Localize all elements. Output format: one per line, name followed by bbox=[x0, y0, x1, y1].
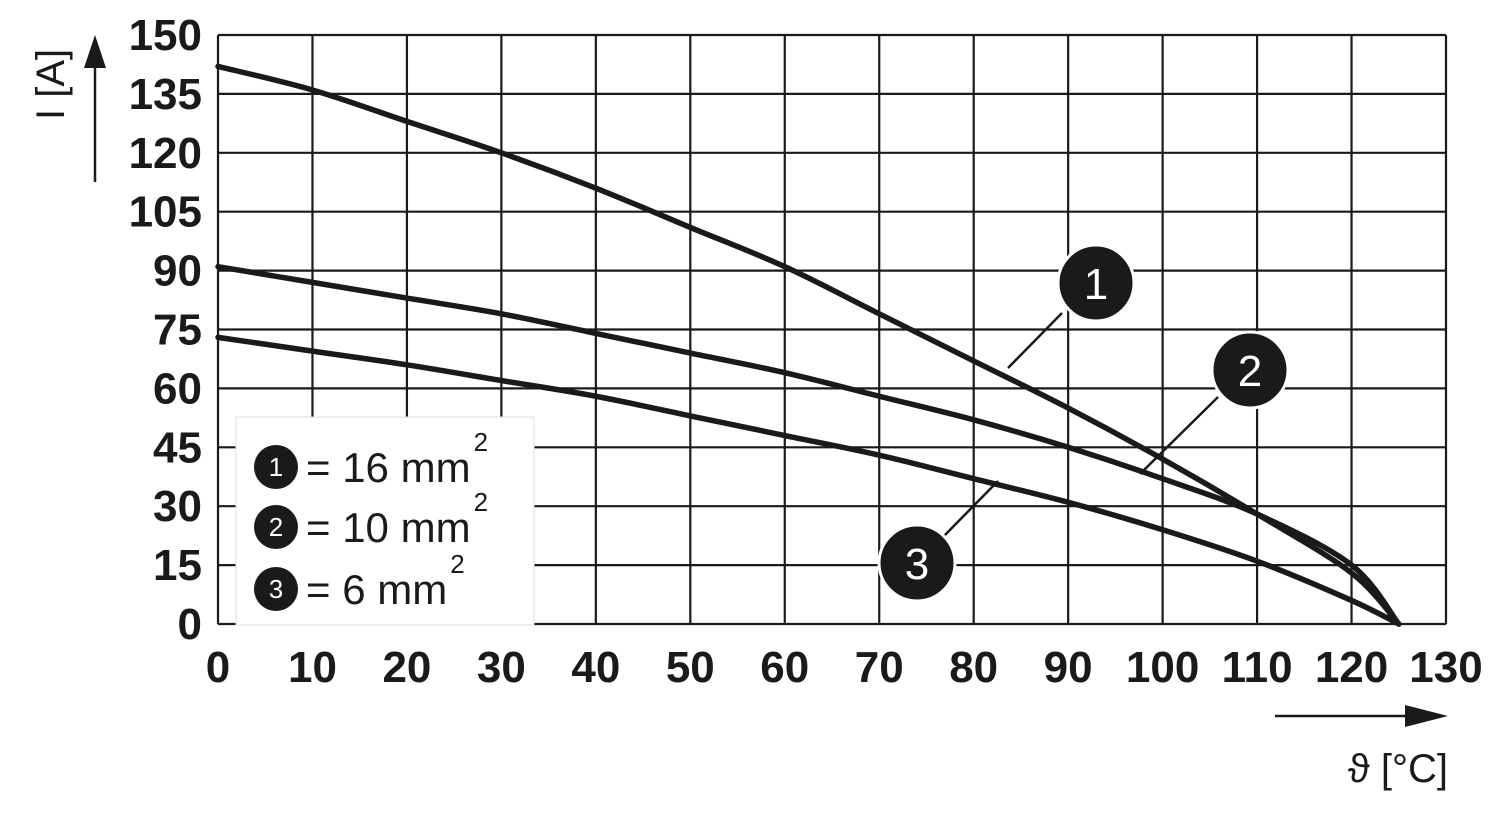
callout-leader-1 bbox=[1007, 312, 1063, 369]
y-axis-label-group: I [A] bbox=[29, 35, 106, 182]
series-callouts: 1 2 3 bbox=[877, 243, 1290, 603]
series-line-1 bbox=[215, 63, 1402, 627]
legend-label-3: = 6 mm bbox=[306, 566, 447, 613]
callout-badge-label-2: 2 bbox=[1238, 347, 1262, 396]
x-tick-label-6: 60 bbox=[760, 643, 809, 692]
callout-leader-3 bbox=[942, 480, 999, 538]
y-tick-label-8: 120 bbox=[129, 129, 202, 178]
legend-badge-1 bbox=[254, 445, 298, 489]
series-line-2 bbox=[215, 263, 1402, 627]
legend-label-1: = 16 mm bbox=[306, 444, 471, 491]
y-tick-label-1: 15 bbox=[153, 541, 202, 590]
legend-superscript-1: 2 bbox=[474, 427, 488, 457]
x-tick-label-0: 0 bbox=[206, 643, 230, 692]
series-line-3 bbox=[215, 334, 1402, 627]
x-tick-label-3: 30 bbox=[477, 643, 526, 692]
legend-superscript-2: 2 bbox=[474, 487, 488, 517]
y-tick-label-2: 30 bbox=[153, 482, 202, 531]
callout-badge-label-1: 1 bbox=[1084, 260, 1108, 309]
y-tick-label-10: 150 bbox=[129, 11, 202, 60]
x-tick-label-13: 130 bbox=[1409, 643, 1482, 692]
x-tick-label-11: 110 bbox=[1222, 643, 1293, 692]
x-tick-label-1: 10 bbox=[288, 643, 337, 692]
callout-badge-label-3: 3 bbox=[905, 540, 929, 589]
callout-badge-1 bbox=[1056, 243, 1136, 323]
legend-badge-label-1: 1 bbox=[269, 452, 283, 482]
y-tick-label-7: 105 bbox=[129, 188, 202, 237]
x-tick-label-10: 100 bbox=[1126, 643, 1199, 692]
x-tick-label-2: 20 bbox=[382, 643, 431, 692]
x-tick-label-8: 80 bbox=[949, 643, 998, 692]
callout-badge-2 bbox=[1210, 330, 1290, 410]
x-axis-label-group: ϑ [°C] bbox=[1275, 705, 1448, 791]
x-tick-label-4: 40 bbox=[571, 643, 620, 692]
y-axis-arrow-head bbox=[84, 35, 106, 68]
legend-badge-label-2: 2 bbox=[269, 512, 283, 542]
x-tick-label-9: 90 bbox=[1044, 643, 1093, 692]
legend-badge-2 bbox=[254, 505, 298, 549]
y-tick-label-6: 90 bbox=[153, 247, 202, 296]
x-tick-label-7: 70 bbox=[855, 643, 904, 692]
y-axis-ticks: 0 15 30 45 60 75 90 105 120 135 150 bbox=[129, 11, 202, 649]
x-tick-label-5: 50 bbox=[666, 643, 715, 692]
callout-leader-2 bbox=[1139, 396, 1219, 475]
y-tick-label-5: 75 bbox=[153, 306, 202, 355]
x-axis-label: ϑ [°C] bbox=[1348, 747, 1448, 791]
legend-superscript-3: 2 bbox=[450, 549, 464, 579]
series-lines bbox=[215, 63, 1402, 627]
callout-badge-3 bbox=[877, 523, 957, 603]
y-tick-label-9: 135 bbox=[129, 70, 202, 119]
x-axis-ticks: 0 10 20 30 40 50 60 70 80 90 100 110 120 130 bbox=[206, 643, 1483, 692]
x-axis-arrow-head bbox=[1405, 705, 1448, 727]
y-axis-label: I [A] bbox=[29, 49, 73, 120]
y-tick-label-4: 60 bbox=[153, 364, 202, 413]
y-tick-label-3: 45 bbox=[153, 423, 202, 472]
y-tick-label-0: 0 bbox=[178, 600, 202, 649]
legend-label-2: = 10 mm bbox=[306, 504, 471, 551]
legend-badge-3 bbox=[254, 567, 298, 611]
x-tick-label-12: 120 bbox=[1315, 643, 1388, 692]
legend-badge-label-3: 3 bbox=[269, 574, 283, 604]
